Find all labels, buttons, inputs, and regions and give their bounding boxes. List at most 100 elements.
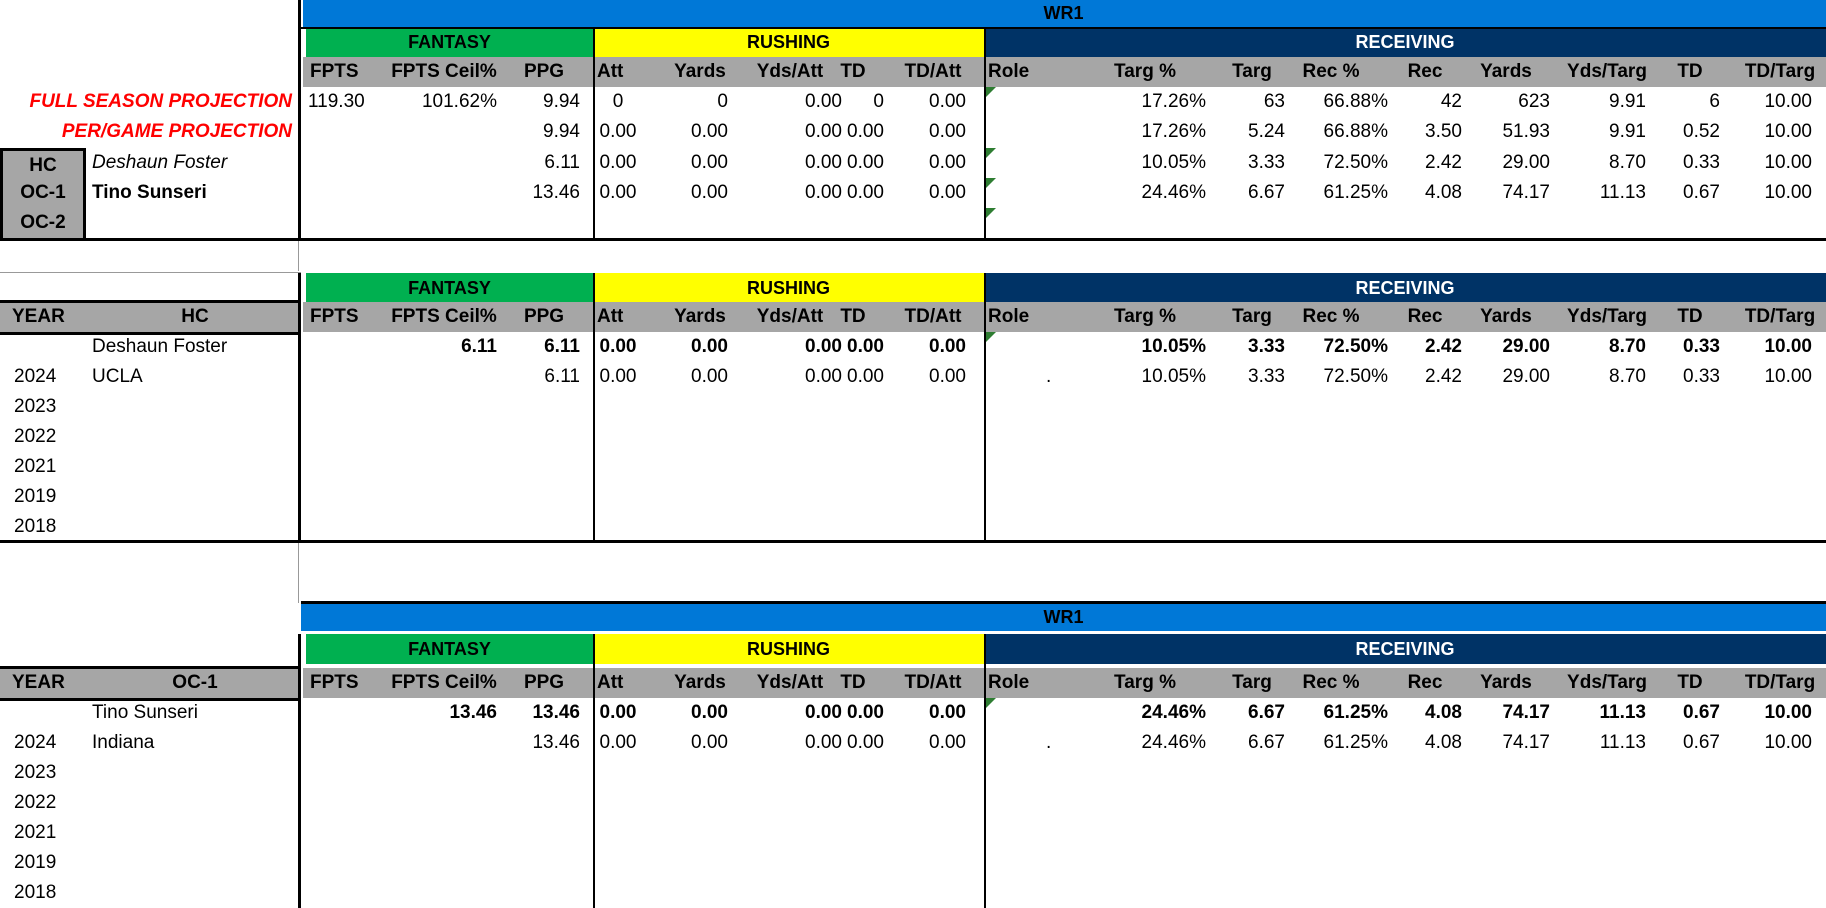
hc_table-summary-name: Deshaun Foster xyxy=(92,336,228,357)
oc_table-summary-11: 61.25% xyxy=(1323,702,1388,723)
proj-col-header: Targ xyxy=(1232,61,1272,82)
proj-row-0-1: 101.62% xyxy=(421,91,497,112)
oc_table-row-0-12: 4.08 xyxy=(1425,732,1462,753)
hc_table-comment-indicator xyxy=(986,332,996,342)
oc_table-summary-16: 10.00 xyxy=(1764,702,1812,723)
proj-row-1-13: 51.93 xyxy=(1502,121,1550,142)
oc_table-col-header: Role xyxy=(988,672,1030,693)
proj-col-header: Yds/Targ xyxy=(1567,61,1647,82)
proj-col-header: Yards xyxy=(1480,61,1532,82)
proj-row-0-6: 0 xyxy=(873,91,884,112)
oc_table-summary-10: 6.67 xyxy=(1248,702,1285,723)
hc_table-row-0-12: 2.42 xyxy=(1425,366,1462,387)
proj-row-0-5: 0.00 xyxy=(805,91,842,112)
hc_table-row-0-14: 8.70 xyxy=(1609,366,1646,387)
hc_table-row-0-2: 6.11 xyxy=(544,366,580,387)
hc_table-year: 2019 xyxy=(14,486,57,507)
proj-row-1-15: 0.52 xyxy=(1683,121,1720,142)
oc_table-col-header: Rec xyxy=(1407,672,1443,693)
hc_table-row-0-4: 0.00 xyxy=(691,366,728,387)
proj-row-1-2: 9.94 xyxy=(543,121,580,142)
proj-row-3-5: 0.00 xyxy=(805,182,842,203)
oc_table-summary-4: 0.00 xyxy=(691,702,728,723)
hc_table-summary-14: 8.70 xyxy=(1609,336,1646,357)
proj-row-3-10: 6.67 xyxy=(1248,182,1285,203)
oc_table-row-0-15: 0.67 xyxy=(1683,732,1720,753)
proj-fantasy-band: FANTASY xyxy=(306,27,593,57)
proj-receiving-band: RECEIVING xyxy=(984,27,1826,57)
comment-indicator xyxy=(986,178,996,188)
proj-row-2-3: 0.00 xyxy=(599,152,637,173)
oc_table-sep xyxy=(984,634,986,908)
hc_table-row-0-13: 29.00 xyxy=(1502,366,1550,387)
hc_table-fantasy-band: FANTASY xyxy=(306,273,593,303)
oc1-name: Tino Sunseri xyxy=(92,182,207,203)
full-season-label: FULL SEASON PROJECTION xyxy=(29,91,292,112)
proj-col-header: Targ % xyxy=(1114,61,1176,82)
hc_table-summary-3: 0.00 xyxy=(599,336,637,357)
oc_table-sep xyxy=(593,634,595,908)
hc_table-col-header: Rec % xyxy=(1302,306,1360,327)
oc_table-year: 2022 xyxy=(14,792,57,813)
proj-row-2-14: 8.70 xyxy=(1609,152,1646,173)
hc_table-left-header-bar xyxy=(0,302,298,332)
oc_table-rushing-band: RUSHING xyxy=(593,634,984,664)
proj-row-1-9: 17.26% xyxy=(1141,121,1206,142)
hc_table-year: 2018 xyxy=(14,516,57,537)
hc_table-row-0-7: 0.00 xyxy=(929,366,966,387)
oc_table-header-bottom xyxy=(0,698,298,701)
proj-row-0-12: 42 xyxy=(1440,91,1462,112)
hc_table-summary-1: 6.11 xyxy=(461,336,497,357)
proj-row-1-4: 0.00 xyxy=(691,121,728,142)
proj-sep xyxy=(984,27,986,239)
proj-col-header: FPTS xyxy=(310,61,359,82)
hc_table-left-border xyxy=(298,273,303,542)
proj-col-header: PPG xyxy=(523,61,565,82)
proj-row-0-2: 9.94 xyxy=(543,91,580,112)
oc_table-summary-6: 0.00 xyxy=(847,702,884,723)
hc_table-col-header: FPTS xyxy=(310,306,359,327)
hc_table-row-0-3: 0.00 xyxy=(599,366,637,387)
hc_table-team: UCLA xyxy=(92,366,143,387)
proj-col-header: Role xyxy=(988,61,1030,82)
proj-col-header: TD xyxy=(1677,61,1703,82)
proj-col-header: Rec xyxy=(1407,61,1443,82)
oc_table-comment-indicator xyxy=(986,698,996,708)
oc_table-col-header: FPTS xyxy=(310,672,359,693)
proj-row-2-2: 6.11 xyxy=(544,152,580,173)
proj-col-header: FPTS Ceil% xyxy=(391,61,497,82)
oc_table-row-0-11: 61.25% xyxy=(1323,732,1388,753)
freeze-line-2 xyxy=(298,543,299,603)
proj-left-border-thin xyxy=(301,0,303,241)
proj-wr1-band: WR1 xyxy=(301,0,1826,27)
oc_table-summary-13: 74.17 xyxy=(1502,702,1550,723)
proj-col-header: Att xyxy=(597,61,624,82)
oc_table-row-0-5: 0.00 xyxy=(805,732,842,753)
hc_table-year: 2024 xyxy=(14,366,57,387)
oc_table-header-bar xyxy=(301,668,1826,698)
oc_table-row-0-14: 11.13 xyxy=(1599,732,1646,753)
hc_table-col-header: Role xyxy=(988,306,1030,327)
proj-col-header: TD xyxy=(840,61,866,82)
proj-row-1-16: 10.00 xyxy=(1764,121,1812,142)
proj-row-3-2: 13.46 xyxy=(532,182,580,203)
proj-row-0-16: 10.00 xyxy=(1764,91,1812,112)
oc_table-summary-15: 0.67 xyxy=(1683,702,1720,723)
hc-label: HC xyxy=(0,148,86,178)
oc_table-row-0-10: 6.67 xyxy=(1248,732,1285,753)
oc_table-col-header: Att xyxy=(597,672,624,693)
oc_table-year: 2023 xyxy=(14,762,57,783)
hc_table-summary-7: 0.00 xyxy=(929,336,966,357)
hc_table-year-header: YEAR xyxy=(12,306,65,327)
oc_table-col-header: TD xyxy=(1677,672,1703,693)
proj-row-2-4: 0.00 xyxy=(691,152,728,173)
proj-row-2-16: 10.00 xyxy=(1764,152,1812,173)
hc_table-sep xyxy=(984,273,986,542)
oc1-label: OC-1 xyxy=(0,178,86,208)
hc_table-col-header: TD xyxy=(840,306,866,327)
oc_table-year-header: YEAR xyxy=(12,672,65,693)
proj-row-1-14: 9.91 xyxy=(1609,121,1646,142)
oc_table-col-header: PPG xyxy=(523,672,565,693)
hc_table-summary-13: 29.00 xyxy=(1502,336,1550,357)
oc-wr1-band: WR1 xyxy=(301,604,1826,631)
